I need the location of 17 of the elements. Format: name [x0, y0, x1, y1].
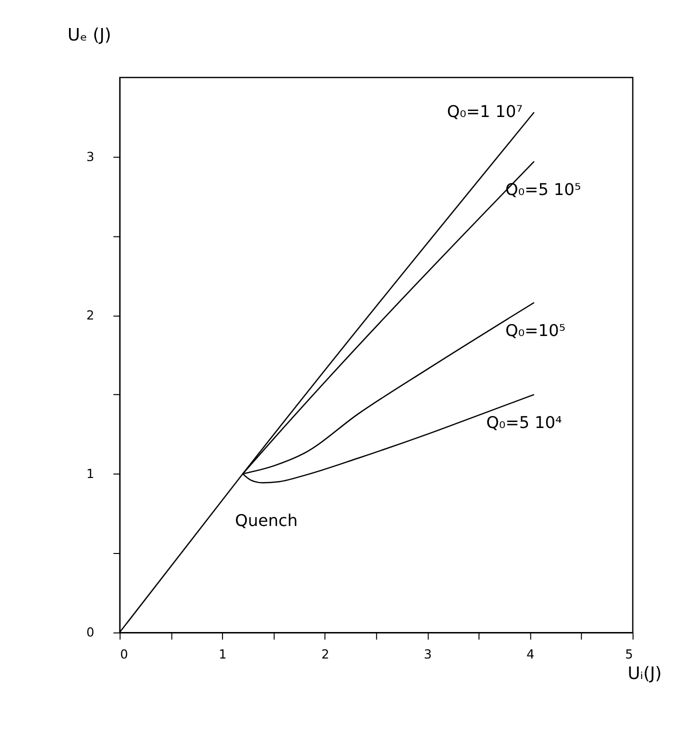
y-tick-label: 0 [86, 624, 94, 640]
annotation: Quench [235, 511, 298, 530]
x-axis-title: Uᵢ(J) [628, 664, 662, 684]
x-tick-label: 2 [321, 646, 330, 662]
x-tick-label: 1 [218, 646, 227, 662]
y-tick-label: 1 [86, 466, 94, 482]
x-tick-label: 3 [424, 646, 432, 662]
x-tick-label: 4 [526, 646, 535, 662]
series-label: Q₀=5 10⁴ [486, 413, 562, 432]
x-tick-label: 0 [120, 646, 128, 662]
y-tick-label: 3 [86, 148, 94, 164]
series-label: Q₀=10⁵ [505, 321, 566, 340]
series-label: Q₀=1 10⁷ [446, 102, 523, 122]
y-tick-label: 2 [86, 308, 94, 323]
series-label: Q₀=5 10⁵ [505, 180, 582, 199]
y-axis-title: Uₑ (J) [67, 26, 112, 46]
x-tick-label: 5 [625, 646, 634, 662]
